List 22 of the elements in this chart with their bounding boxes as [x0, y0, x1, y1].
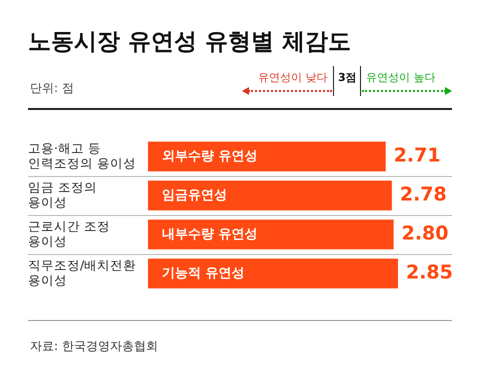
text: 3점	[338, 70, 357, 85]
text: 유연성이 높다	[366, 70, 436, 85]
text: 자료: 한국경영자총협회	[30, 338, 158, 355]
bar	[148, 220, 394, 250]
annotation: 내부수량 유연성	[162, 226, 258, 242]
text: 단위: 점	[30, 80, 74, 97]
bar	[148, 258, 398, 288]
bar	[148, 180, 392, 210]
y-tick-label: 직무조정/배치전환 용이성	[28, 257, 136, 288]
data-label: 2.78	[400, 183, 447, 206]
text: 유연성이 낮다	[258, 70, 328, 85]
annotation: 임금유연성	[162, 188, 227, 203]
annotation: 외부수량 유연성	[162, 148, 258, 164]
chart-title: 노동시장 유연성 유형별 체감도	[28, 28, 352, 57]
y-tick-label: 고용·해고 등 인력조정의 용이성	[28, 140, 136, 170]
data-label: 2.80	[402, 222, 448, 244]
annotation: 기능적 유연성	[162, 266, 245, 281]
data-label: 2.85	[406, 261, 453, 284]
data-label: 2.71	[394, 144, 441, 166]
y-tick-label: 임금 조정의 용이성	[28, 179, 97, 210]
y-tick-label: 근로시간 조정 용이성	[28, 218, 110, 248]
bar	[148, 142, 386, 172]
